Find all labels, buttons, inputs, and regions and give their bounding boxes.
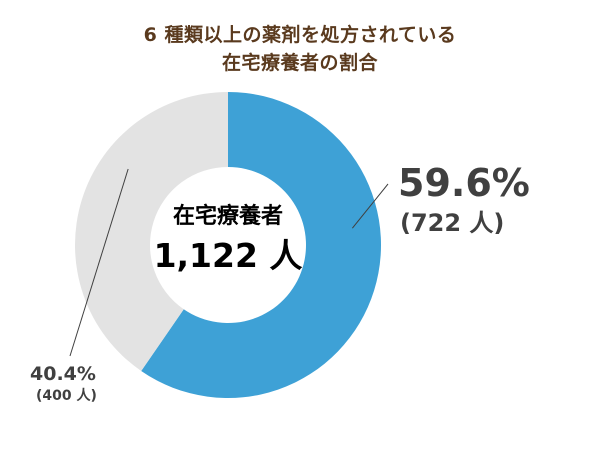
donut-slice (141, 92, 381, 398)
slice-count-label: (722 人) (400, 209, 505, 237)
slice-count-label: (400 人) (36, 388, 97, 404)
chart-title-line1: 6 種類以上の薬剤を処方されている (143, 24, 457, 46)
leader-line (69, 168, 129, 357)
chart-title-line2: 在宅療養者の割合 (221, 52, 378, 74)
donut-slice (75, 91, 228, 372)
center-label: 在宅療養者 (172, 204, 283, 229)
leader-line (351, 183, 389, 229)
slice-percent-label: 40.4% (30, 363, 96, 385)
slice-percent-label: 59.6% (398, 161, 530, 205)
center-total: 1,122 人 (153, 236, 303, 275)
